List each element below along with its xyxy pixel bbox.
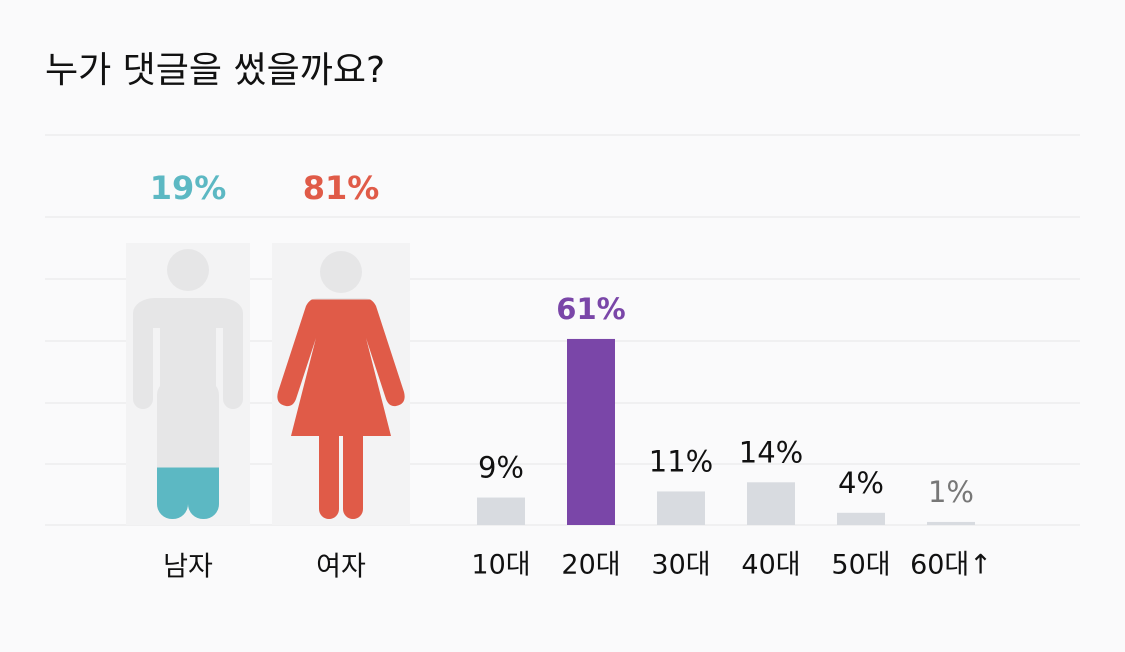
category-label: 30대 <box>651 550 710 581</box>
category-label: 남자 <box>163 552 213 583</box>
value-label: 9% <box>478 451 524 485</box>
bar <box>477 497 525 525</box>
bar <box>927 521 975 525</box>
value-label: 1% <box>928 475 974 509</box>
category-label: 60대↑ <box>910 550 992 581</box>
category-label: 40대 <box>741 550 800 581</box>
value-label: 81% <box>303 169 380 207</box>
value-label: 11% <box>649 444 713 478</box>
chart-title: 누가 댓글을 썼을까요? <box>45 50 385 91</box>
category-label: 여자 <box>316 552 366 583</box>
category-label: 20대 <box>561 550 620 581</box>
bar <box>657 491 705 525</box>
bar <box>837 512 885 525</box>
value-label: 61% <box>556 292 625 326</box>
value-label: 14% <box>739 435 803 469</box>
category-label: 10대 <box>471 550 530 581</box>
value-label: 19% <box>150 169 227 207</box>
category-label: 50대 <box>831 550 890 581</box>
bar <box>567 338 615 525</box>
bar <box>747 482 795 525</box>
value-label: 4% <box>838 466 884 500</box>
